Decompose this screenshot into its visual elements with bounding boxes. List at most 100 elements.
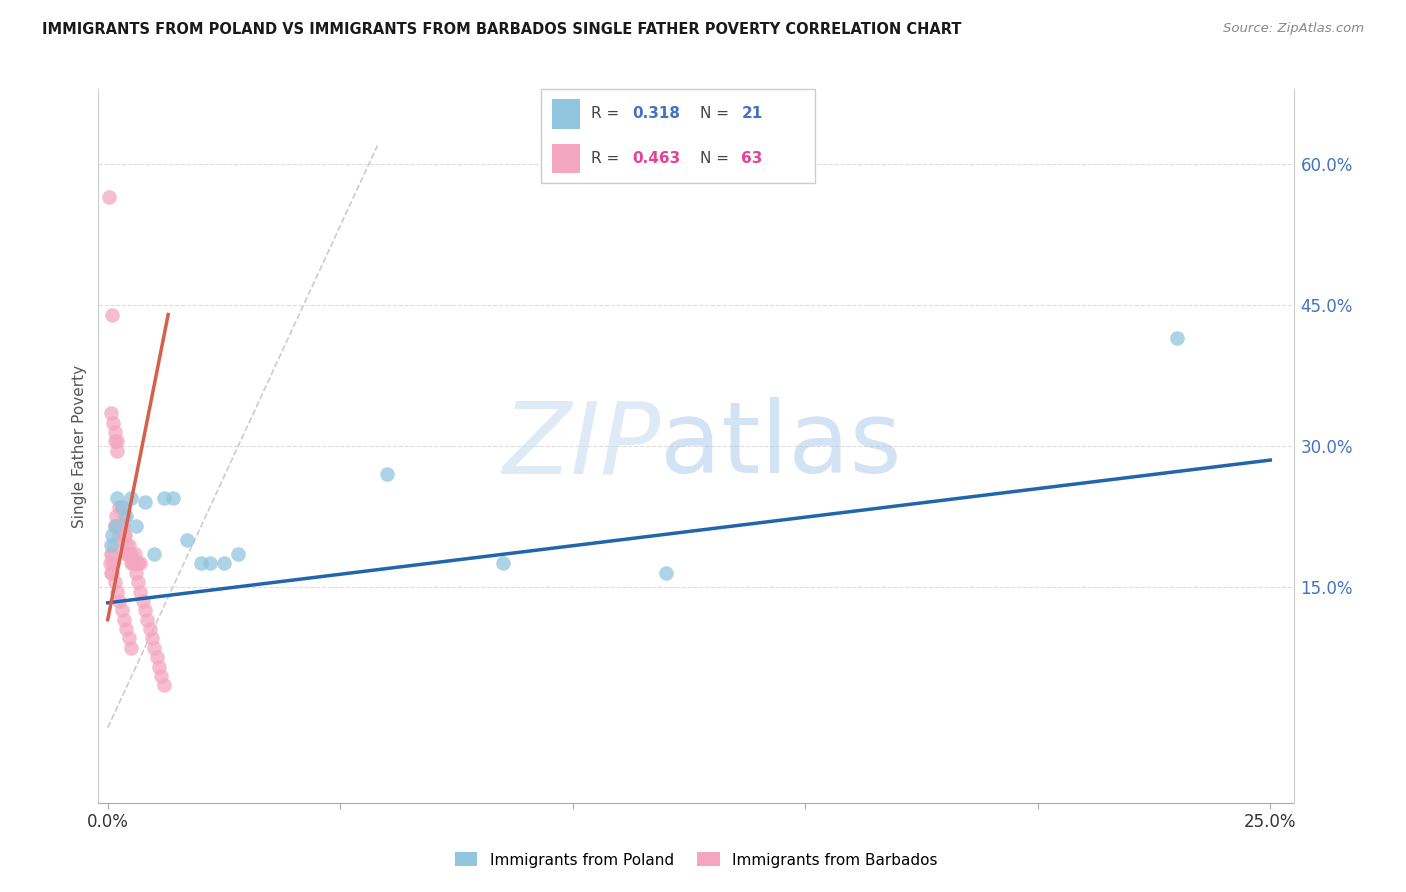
Point xyxy=(100,547,122,561)
Point xyxy=(111,603,134,617)
Point xyxy=(129,584,152,599)
Text: R =: R = xyxy=(591,151,624,166)
Point xyxy=(176,533,198,547)
Point xyxy=(150,669,173,683)
Point xyxy=(134,603,156,617)
Point xyxy=(108,594,131,608)
Point xyxy=(107,518,129,533)
Point xyxy=(124,566,146,580)
Point xyxy=(145,650,167,665)
Point xyxy=(112,528,135,542)
Point xyxy=(105,434,128,449)
Point xyxy=(111,500,134,514)
Point xyxy=(148,659,170,673)
Legend: Immigrants from Poland, Immigrants from Barbados: Immigrants from Poland, Immigrants from … xyxy=(449,847,943,873)
Point xyxy=(100,406,122,420)
Point xyxy=(226,547,249,561)
Point xyxy=(120,557,142,571)
Point xyxy=(1166,331,1188,345)
Point xyxy=(152,491,174,505)
Text: 0.463: 0.463 xyxy=(631,151,681,166)
Text: N =: N = xyxy=(700,151,734,166)
Point xyxy=(212,557,235,571)
Point xyxy=(115,547,138,561)
Point xyxy=(124,518,146,533)
Point xyxy=(198,557,221,571)
Point xyxy=(111,518,134,533)
Point xyxy=(103,538,125,552)
Text: Source: ZipAtlas.com: Source: ZipAtlas.com xyxy=(1223,22,1364,36)
Point xyxy=(121,557,143,571)
Point xyxy=(124,547,146,561)
Point xyxy=(98,557,121,571)
Text: atlas: atlas xyxy=(661,398,901,494)
Point xyxy=(120,547,142,561)
Point xyxy=(141,632,163,646)
Point xyxy=(131,594,153,608)
Point xyxy=(105,491,128,505)
Point xyxy=(143,547,166,561)
Y-axis label: Single Father Poverty: Single Father Poverty xyxy=(72,365,87,527)
Point xyxy=(162,491,184,505)
Point xyxy=(127,575,149,590)
Point xyxy=(105,584,128,599)
Point xyxy=(115,509,138,524)
Point xyxy=(104,425,127,439)
Point xyxy=(138,622,160,636)
Text: R =: R = xyxy=(591,106,624,121)
Point xyxy=(117,547,139,561)
Point xyxy=(108,500,131,514)
Point xyxy=(105,443,128,458)
Point xyxy=(110,518,132,533)
Point xyxy=(104,575,127,590)
Point xyxy=(97,190,120,204)
Bar xyxy=(553,144,579,173)
Point xyxy=(101,566,124,580)
Point xyxy=(112,613,135,627)
Point xyxy=(117,547,139,561)
Point xyxy=(120,640,142,655)
Text: IMMIGRANTS FROM POLAND VS IMMIGRANTS FROM BARBADOS SINGLE FATHER POVERTY CORRELA: IMMIGRANTS FROM POLAND VS IMMIGRANTS FRO… xyxy=(42,22,962,37)
Point xyxy=(152,678,174,692)
Point xyxy=(112,509,135,524)
Point xyxy=(655,566,678,580)
Point xyxy=(127,557,149,571)
Text: 63: 63 xyxy=(741,151,763,166)
Point xyxy=(105,518,128,533)
Point xyxy=(108,528,131,542)
Point xyxy=(115,538,138,552)
Point xyxy=(100,566,122,580)
Point xyxy=(115,622,138,636)
Point xyxy=(125,557,148,571)
Point xyxy=(120,491,142,505)
Point xyxy=(105,509,128,524)
Text: ZIP: ZIP xyxy=(502,398,661,494)
Point xyxy=(190,557,212,571)
FancyBboxPatch shape xyxy=(541,89,815,183)
Text: 0.318: 0.318 xyxy=(631,106,679,121)
Point xyxy=(100,538,122,552)
Point xyxy=(101,528,124,542)
Point xyxy=(134,495,156,509)
Point xyxy=(375,467,398,482)
Point xyxy=(108,518,131,533)
Point xyxy=(111,518,134,533)
Point xyxy=(136,613,159,627)
Point xyxy=(114,528,136,542)
Point xyxy=(122,557,145,571)
Point xyxy=(111,500,134,514)
Point xyxy=(104,518,127,533)
Point xyxy=(104,434,127,449)
Point xyxy=(118,538,141,552)
Point xyxy=(117,632,139,646)
Point xyxy=(143,640,166,655)
Point xyxy=(103,557,125,571)
Text: N =: N = xyxy=(700,106,734,121)
Point xyxy=(101,547,124,561)
Point xyxy=(104,518,127,533)
Point xyxy=(101,308,124,322)
Point xyxy=(129,557,152,571)
Point xyxy=(103,416,125,430)
Point xyxy=(492,557,515,571)
Bar xyxy=(553,98,579,128)
